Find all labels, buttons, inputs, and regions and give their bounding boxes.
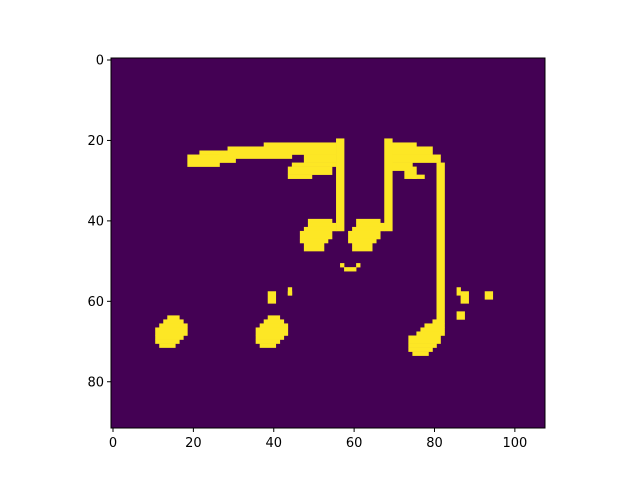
- axes-frame: [110, 57, 546, 429]
- plot-area: [111, 58, 545, 428]
- y-tick-label: 80: [87, 375, 104, 390]
- x-tick-label: 40: [265, 436, 282, 451]
- heatmap-cell: [263, 142, 289, 147]
- heatmap-cell: [392, 142, 417, 147]
- heatmap-cell: [255, 335, 285, 340]
- heatmap-cell: [287, 142, 337, 155]
- heatmap-cell: [344, 267, 357, 272]
- x-tick-label: 0: [109, 436, 117, 451]
- heatmap-cell: [392, 154, 441, 163]
- heatmap-cell: [307, 222, 337, 228]
- heatmap-cell: [187, 154, 220, 167]
- heatmap-cell: [336, 138, 345, 232]
- heatmap-cell: [408, 347, 433, 352]
- heatmap-cell: [456, 311, 465, 320]
- heatmap-cell: [287, 166, 333, 175]
- heatmap-cell: [263, 319, 285, 324]
- heatmap-cell: [291, 162, 337, 167]
- heatmap-cell: [267, 315, 281, 320]
- heatmap-cell: [456, 287, 461, 296]
- heatmap-cell: [155, 339, 180, 344]
- heatmap-cell: [255, 339, 281, 344]
- heatmap-cell: [199, 150, 220, 155]
- heatmap-cell: [299, 230, 333, 240]
- y-tick-label: 0: [96, 54, 104, 69]
- heatmap-cell: [303, 154, 337, 163]
- heatmap-cell: [307, 218, 333, 224]
- heatmap-cell: [255, 327, 289, 336]
- y-tick-label: 20: [87, 134, 104, 149]
- heatmap-cell: [303, 226, 337, 232]
- heatmap-cell: [424, 323, 445, 328]
- heatmap-cell: [340, 263, 345, 268]
- y-axis: 0 20 40 60 80: [87, 54, 111, 390]
- heatmap-cell: [259, 323, 289, 328]
- heatmap-cell: [420, 327, 445, 332]
- heatmap-cell: [287, 174, 313, 179]
- x-tick-label: 20: [185, 436, 202, 451]
- heatmap-cell: [436, 162, 445, 324]
- heatmap-cell: [155, 335, 184, 340]
- heatmap-cell: [484, 291, 494, 300]
- heatmap-cell: [392, 162, 413, 171]
- heatmap-cell: [408, 335, 441, 344]
- heatmap-cell: [460, 291, 469, 304]
- heatmap-cell: [356, 218, 381, 224]
- y-tick-label: 60: [87, 295, 104, 310]
- x-tick-label: 100: [502, 436, 527, 451]
- heatmap-cell: [352, 243, 373, 252]
- heatmap-cell: [348, 238, 377, 244]
- x-axis: 0 20 40 60 80 100: [109, 428, 527, 451]
- heatmap-cell: [392, 146, 433, 155]
- heatmap-cell: [287, 291, 293, 296]
- heatmap-cell: [408, 343, 437, 348]
- heatmap-cell: [303, 243, 325, 252]
- heatmap-cell: [432, 319, 441, 324]
- heatmap-cell: [159, 323, 188, 328]
- heatmap-cell: [259, 343, 277, 348]
- heatmap-cell: [384, 138, 393, 232]
- heatmap-cell: [155, 327, 188, 336]
- heatmap-cell: [352, 226, 385, 232]
- x-tick-label: 60: [346, 436, 363, 451]
- heatmap-cell: [356, 263, 361, 268]
- heatmap-cell: [412, 174, 425, 179]
- heatmap-cell: [163, 319, 184, 324]
- y-tick-label: 40: [87, 214, 104, 229]
- heatmap-cell: [159, 343, 176, 348]
- heatmap-cell: [267, 291, 277, 304]
- heatmap-cell: [356, 222, 385, 228]
- heatmap-cell: [412, 351, 429, 356]
- heatmap-cell: [299, 238, 329, 244]
- heatmap-cell: [348, 230, 381, 240]
- heatmap-cell: [227, 146, 293, 159]
- x-tick-label: 80: [426, 436, 443, 451]
- heatmap-cell: [416, 331, 445, 336]
- heatmap-cell: [167, 315, 180, 320]
